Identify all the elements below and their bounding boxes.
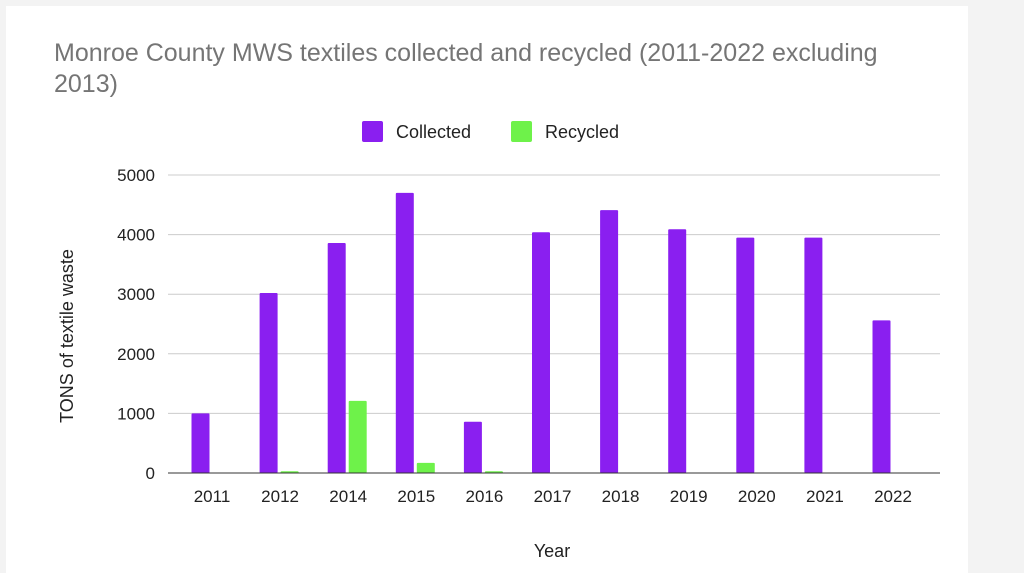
bar-collected-2012 xyxy=(259,293,278,473)
y-axis-label: TONS of textile waste xyxy=(57,249,77,423)
x-tick-label: 2012 xyxy=(261,487,299,506)
x-tick-label: 2016 xyxy=(465,487,503,506)
y-tick-label: 4000 xyxy=(117,226,155,245)
bar-recycled-2014 xyxy=(348,400,367,473)
bar-recycled-2015 xyxy=(416,462,435,473)
legend-swatch-collected xyxy=(362,121,383,142)
legend-swatch-recycled xyxy=(511,121,532,142)
x-tick-label: 2017 xyxy=(534,487,572,506)
x-tick-label: 2018 xyxy=(602,487,640,506)
x-tick-label: 2020 xyxy=(738,487,776,506)
x-tick-label: 2015 xyxy=(397,487,435,506)
bar-collected-2018 xyxy=(600,210,619,473)
bar-collected-2020 xyxy=(736,237,755,473)
y-tick-label: 0 xyxy=(146,464,155,483)
bars xyxy=(191,192,891,473)
y-tick-label: 5000 xyxy=(117,166,155,185)
y-axis-ticks: 0 1000 2000 3000 4000 5000 xyxy=(117,166,155,483)
x-tick-label: 2021 xyxy=(806,487,844,506)
bar-collected-2022 xyxy=(872,320,891,473)
legend-label-collected: Collected xyxy=(396,122,471,142)
legend-label-recycled: Recycled xyxy=(545,122,619,142)
x-tick-label: 2022 xyxy=(874,487,912,506)
bar-collected-2016 xyxy=(463,421,482,473)
gridlines xyxy=(168,174,940,414)
bar-collected-2015 xyxy=(395,192,414,473)
x-tick-label: 2014 xyxy=(329,487,367,506)
y-tick-label: 1000 xyxy=(117,404,155,423)
bar-collected-2011 xyxy=(191,413,210,473)
bar-collected-2021 xyxy=(804,237,823,473)
bar-collected-2017 xyxy=(532,232,550,473)
x-tick-label: 2019 xyxy=(670,487,708,506)
x-tick-label: 2011 xyxy=(194,487,231,506)
bar-collected-2019 xyxy=(668,229,687,473)
chart-title: Monroe County MWS textiles collected and… xyxy=(54,39,878,98)
bar-collected-2014 xyxy=(327,242,346,473)
x-axis-label: Year xyxy=(534,541,570,561)
y-tick-label: 2000 xyxy=(117,345,155,364)
legend: Collected Recycled xyxy=(362,121,619,142)
x-axis-ticks: 2011 2012 2014 2015 2016 2017 2018 2019 2020 2021… xyxy=(194,487,912,506)
y-tick-label: 3000 xyxy=(117,285,155,304)
